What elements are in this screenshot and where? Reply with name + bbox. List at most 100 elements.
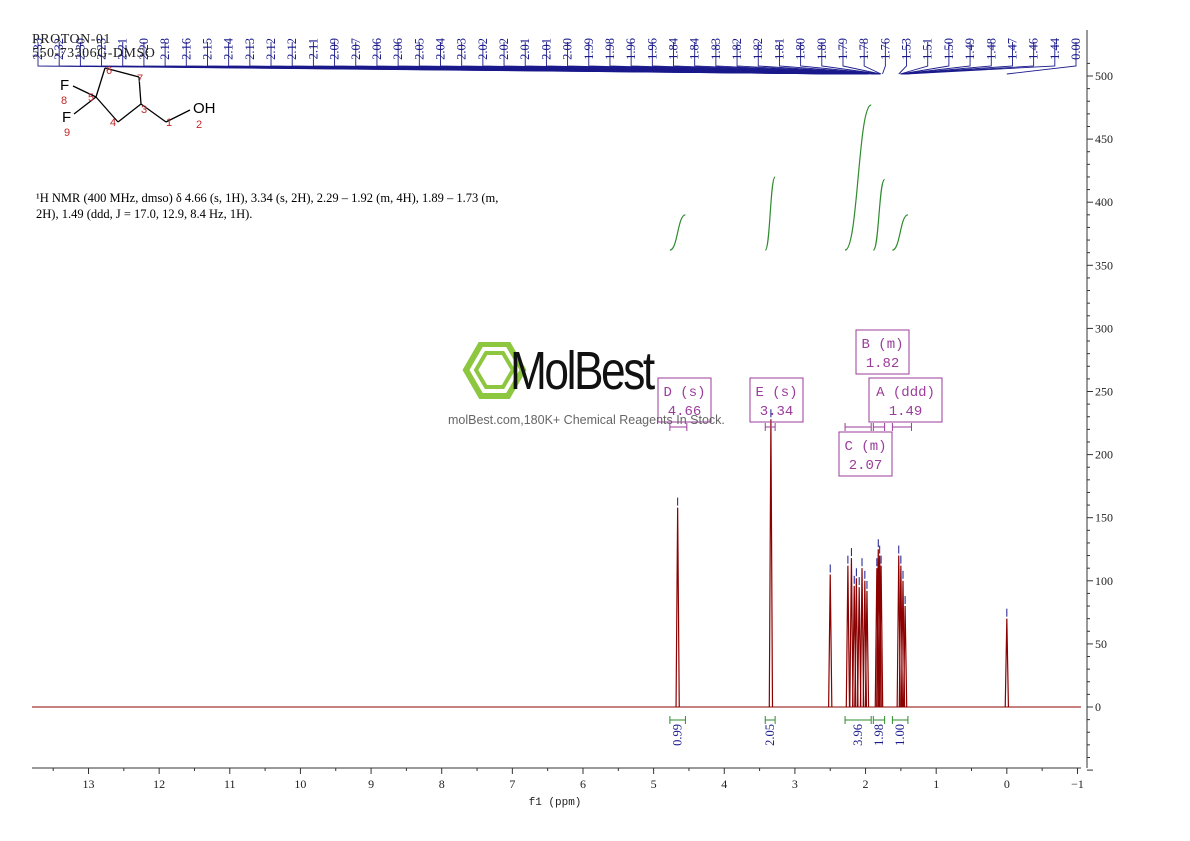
peak-label-layer: 2.33 2.32 2.30 2.23 2.21 2.20 2.18 2.16 2.15 2.14… (31, 37, 1083, 75)
nmr-summary-line-2: 2H), 1.49 (ddd, J = 17.0, 12.9, 8.4 Hz, … (36, 207, 253, 221)
integral-curve (764, 176, 776, 251)
atom-f-top: F (60, 77, 69, 94)
integral-curve (872, 178, 886, 251)
x-tick-label: 6 (580, 777, 586, 791)
integral-value: 3.96 (851, 724, 865, 746)
atom-num-9: 9 (64, 127, 70, 139)
spectrum-peak (856, 587, 862, 708)
peak-label-leader (736, 42, 879, 75)
y-tick-label: 50 (1095, 637, 1107, 651)
spectrum-peak (874, 568, 880, 708)
atom-num-8: 8 (61, 95, 67, 107)
multiplet-label: D (s) (663, 385, 705, 401)
watermark-url: molBest.com,180K+ Chemical Reagents In S… (448, 413, 725, 427)
peak-label-leader (842, 42, 881, 75)
y-tick-label: 400 (1095, 195, 1113, 209)
x-tick-label: 13 (83, 777, 95, 791)
x-tick-label: 5 (651, 777, 657, 791)
y-tick-label: 100 (1095, 574, 1113, 588)
spectrum-peak (768, 419, 774, 708)
x-tick-label: 0 (1004, 777, 1010, 791)
integral-curve (669, 214, 686, 251)
spectrum-peak (854, 578, 859, 708)
peak-label-leader (900, 42, 929, 75)
spectrum-peak (849, 558, 854, 708)
ring-num-4: 4 (110, 117, 116, 129)
nmr-summary-text: ¹H NMR (400 MHz, dmso) δ 4.66 (s, 1H), 3… (36, 190, 596, 222)
multiplet-shift: 2.07 (849, 458, 883, 474)
peak-label-leader (651, 42, 869, 75)
integral-value: 2.05 (763, 724, 777, 746)
peak-label-leader (863, 42, 882, 75)
x-tick-label: 8 (439, 777, 445, 791)
multiplet-shift: 4.66 (668, 404, 702, 420)
multiplet-box (657, 377, 712, 423)
x-tick-label: 3 (792, 777, 798, 791)
x-tick-label: 9 (368, 777, 374, 791)
x-tick-label: 1 (933, 777, 939, 791)
integral-value: 0.99 (671, 724, 685, 746)
peak-label-leader (882, 42, 886, 75)
peak-label-leader (1006, 42, 1077, 75)
watermark-brand: MolBest (510, 341, 655, 401)
integral-curve (844, 104, 872, 251)
integral-layer: 0.99 2.05 3.96 1.98 1.00 (669, 104, 909, 746)
x-tick-label: −1 (1071, 777, 1084, 791)
peak-label-leader (905, 42, 1056, 75)
spectrum-peak (845, 565, 851, 708)
atom-f-bottom: F (62, 109, 71, 126)
y-tick-label: 300 (1095, 321, 1113, 335)
nmr-summary-line-1: ¹H NMR (400 MHz, dmso) δ 4.66 (s, 1H), 3… (36, 191, 499, 205)
sample-name: 550-73306G-DMSO (32, 46, 156, 61)
multiplet-label: C (m) (844, 439, 886, 455)
y-tick-label: 150 (1095, 511, 1113, 525)
y-tick-label: 350 (1095, 258, 1113, 272)
y-tick-label: 200 (1095, 448, 1113, 462)
y-tick-label: 500 (1095, 69, 1113, 83)
ring-num-6: 6 (106, 65, 112, 77)
x-tick-label: 4 (721, 777, 727, 791)
multiplet-box (868, 377, 943, 423)
ring-num-1: 1 (166, 117, 172, 129)
x-tick-label: 11 (224, 777, 236, 791)
x-axis-label: f1 (ppm) (529, 797, 582, 809)
spectrum-peak (902, 606, 908, 708)
spectrum-peak (864, 590, 870, 708)
multiplet-label: E (s) (755, 385, 797, 401)
multiplet-box (838, 431, 893, 477)
peak-label-leader (902, 42, 992, 75)
x-tick-label: 12 (153, 777, 165, 791)
x-tick-label: 10 (294, 777, 306, 791)
multiplet-box (855, 329, 910, 375)
spectrum-peak (878, 565, 884, 708)
atom-oh: OH (193, 100, 216, 117)
integral-value: 1.00 (893, 724, 907, 746)
x-tick-label: 2 (863, 777, 869, 791)
multiplet-shift: 1.82 (866, 356, 900, 372)
x-tick-label: 7 (509, 777, 515, 791)
integral-curve (892, 214, 909, 251)
peak-label-leader (900, 42, 950, 75)
peak-label-leader (800, 42, 880, 75)
hexagon-logo-icon (462, 342, 527, 399)
multiplet-label: B (m) (861, 337, 903, 353)
spectrum-peak (876, 549, 881, 708)
y-tick-label: 250 (1095, 385, 1113, 399)
spectrum-peak (877, 555, 882, 708)
peak-label-leader (901, 42, 971, 75)
ring-num-3: 3 (141, 104, 147, 116)
peak-label-leader (898, 42, 907, 75)
multiplet-layer: D (s) 4.66 E (s) 3.34 B (m) 1.82 C (m) 2.07 A (d… (657, 329, 943, 477)
spectrum-peak (828, 574, 833, 708)
ring-num-7: 7 (137, 73, 143, 85)
chemical-structure: F 8 F 9 OH 2 6 7 5 3 4 1 (60, 65, 216, 139)
spectrum-peak (675, 507, 680, 708)
multiplet-shift: 1.49 (889, 404, 923, 420)
spectrum-layer (32, 409, 1081, 708)
multiplet-shift: 3.34 (760, 404, 794, 420)
axis-layer: 13 12 11 10 9 8 7 6 5 4 3 2 1 0 −1f1 (ppm)500450400350… (32, 30, 1113, 809)
peak-label-leader (757, 42, 879, 75)
y-tick-label: 450 (1095, 132, 1113, 146)
y-tick-label: 0 (1095, 700, 1101, 714)
